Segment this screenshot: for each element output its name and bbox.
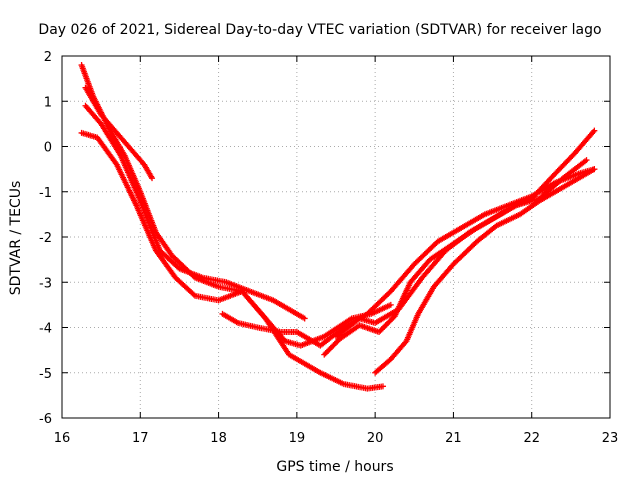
x-tick-label: 20 xyxy=(367,431,384,446)
y-tick-label: 0 xyxy=(44,141,52,156)
x-tick-label: 16 xyxy=(54,431,71,446)
x-tick-label: 23 xyxy=(602,431,619,446)
data-point xyxy=(590,128,597,135)
y-tick-label: -4 xyxy=(39,322,52,337)
data-point xyxy=(301,315,308,322)
series-arc-1 xyxy=(78,62,386,392)
y-tick-label: 1 xyxy=(44,95,52,110)
y-tick-label: -6 xyxy=(39,412,52,427)
x-tick-label: 19 xyxy=(289,431,306,446)
y-tick-label: -1 xyxy=(39,186,52,201)
data-point xyxy=(387,301,394,308)
data-point xyxy=(149,175,156,182)
data-point xyxy=(591,127,598,134)
chart-title: Day 026 of 2021, Sidereal Day-to-day VTE… xyxy=(38,22,601,38)
marker-layer xyxy=(78,62,598,392)
y-axis-label: SDTVAR / TECUs xyxy=(8,181,24,296)
y-tick-label: -3 xyxy=(39,276,52,291)
y-tick-label: -2 xyxy=(39,231,52,246)
series-arc-5 xyxy=(219,166,598,349)
x-tick-label: 21 xyxy=(445,431,462,446)
data-point xyxy=(591,166,598,173)
series-arc-3 xyxy=(82,102,308,322)
series-arc-8 xyxy=(372,166,598,376)
x-tick-label: 18 xyxy=(210,431,227,446)
x-tick-label: 22 xyxy=(523,431,540,446)
x-axis-label: GPS time / hours xyxy=(276,459,393,475)
plot-frame xyxy=(61,55,611,419)
series-arc-4 xyxy=(82,84,156,182)
data-point xyxy=(583,157,590,164)
x-tick-label: 17 xyxy=(132,431,149,446)
data-point xyxy=(190,291,197,298)
grid-layer xyxy=(62,56,610,418)
y-tick-label: 2 xyxy=(44,50,52,65)
series-arc-7 xyxy=(333,157,590,340)
y-tick-label: -5 xyxy=(39,367,52,382)
data-point xyxy=(379,383,386,390)
